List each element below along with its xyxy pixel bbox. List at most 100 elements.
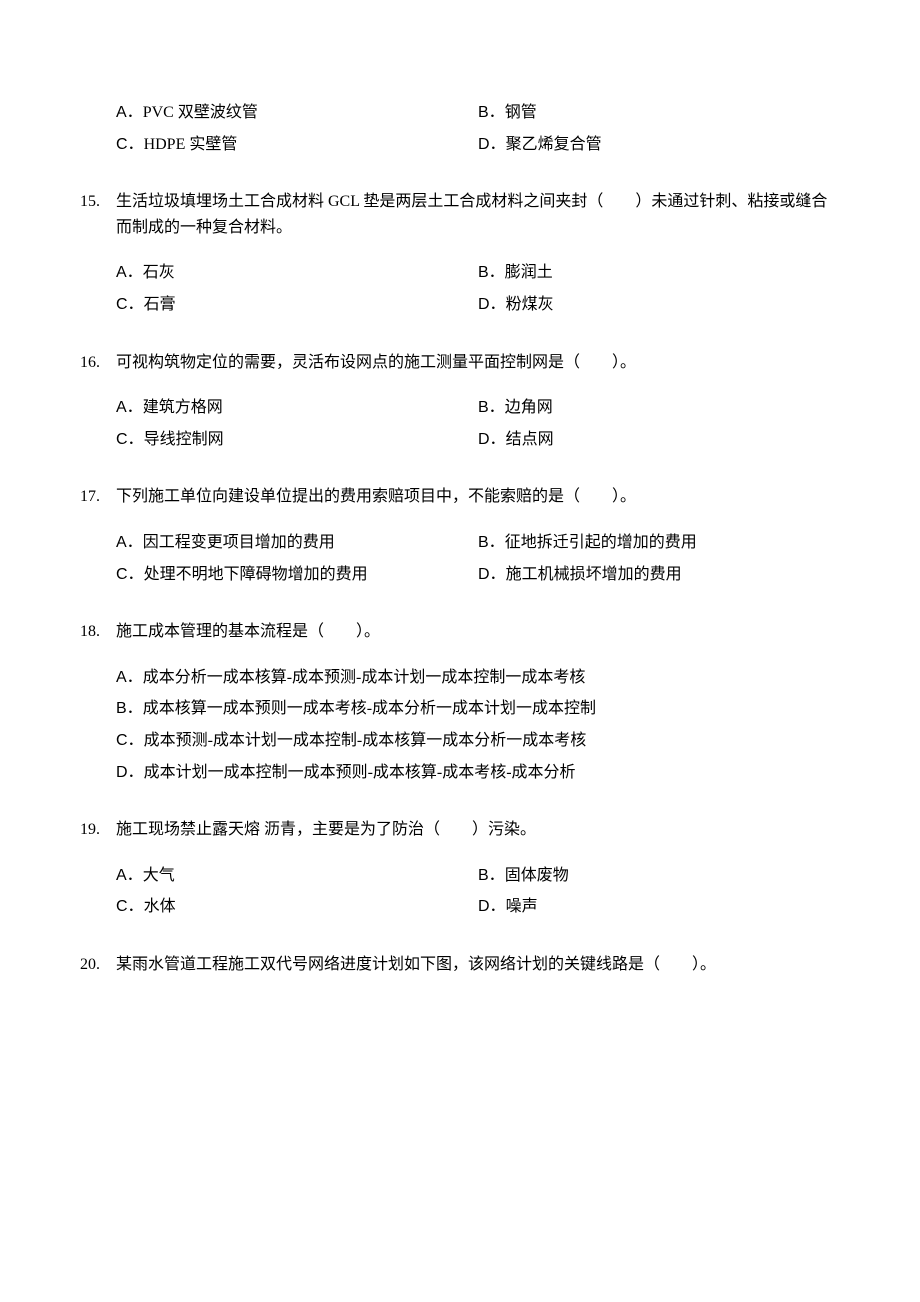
question: 16.可视构筑物定位的需要，灵活布设网点的施工测量平面控制网是（ ）。 A．建筑方…	[80, 350, 840, 453]
option-text: PVC 双壁波纹管	[143, 100, 478, 126]
options-row: A．PVC 双壁波纹管B．钢管	[116, 100, 840, 126]
option-text: 建筑方格网	[143, 395, 478, 421]
option-text: 大气	[143, 863, 478, 889]
question-stem: 18.施工成本管理的基本流程是（ ）。	[80, 619, 840, 645]
question-text: 下列施工单位向建设单位提出的费用索赔项目中，不能索赔的是（ ）。	[116, 484, 840, 510]
option-text: 水体	[144, 894, 478, 920]
option: D．结点网	[478, 427, 840, 453]
option-label: B．	[116, 696, 143, 722]
question-stem: 20.某雨水管道工程施工双代号网络进度计划如下图，该网络计划的关键线路是（ ）。	[80, 952, 840, 978]
option-text: 聚乙烯复合管	[506, 132, 840, 158]
options-row: C．导线控制网D．结点网	[116, 427, 840, 453]
options-row: C．成本预测-成本计划一成本控制-成本核算一成本分析一成本考核	[116, 728, 840, 754]
option-text: 粉煤灰	[506, 292, 840, 318]
option-label: C．	[116, 562, 144, 588]
option-text: 钢管	[505, 100, 840, 126]
question-text: 施工现场禁止露天熔 沥青，主要是为了防治（ ）污染。	[116, 817, 840, 843]
option: D．成本计划一成本控制一成本预则-成本核算-成本考核-成本分析	[116, 760, 840, 786]
options-row: C．石膏D．粉煤灰	[116, 292, 840, 318]
option: B．膨润土	[478, 260, 840, 286]
option-label: B．	[478, 260, 505, 286]
option-label: D．	[116, 760, 144, 786]
option-label: B．	[478, 395, 505, 421]
option-text: 结点网	[506, 427, 840, 453]
options-block: A．成本分析一成本核算-成本预测-成本计划一成本控制一成本考核 B．成本核算一成本…	[80, 665, 840, 785]
option-label: A．	[116, 100, 143, 126]
options-row: A．建筑方格网B．边角网	[116, 395, 840, 421]
question: 19.施工现场禁止露天熔 沥青，主要是为了防治（ ）污染。A．大气B．固体废物C…	[80, 817, 840, 920]
option-label: D．	[478, 427, 506, 453]
option: A．PVC 双壁波纹管	[116, 100, 478, 126]
option-label: D．	[478, 132, 506, 158]
option: A．大气	[116, 863, 478, 889]
question-stem: 19.施工现场禁止露天熔 沥青，主要是为了防治（ ）污染。	[80, 817, 840, 843]
question-stem: 16.可视构筑物定位的需要，灵活布设网点的施工测量平面控制网是（ ）。	[80, 350, 840, 376]
option-text: 边角网	[505, 395, 840, 421]
options-row: C．处理不明地下障碍物增加的费用D．施工机械损坏增加的费用	[116, 562, 840, 588]
option: D．粉煤灰	[478, 292, 840, 318]
option: C．导线控制网	[116, 427, 478, 453]
options-block: A．石灰B．膨润土C．石膏D．粉煤灰	[80, 260, 840, 317]
question-text: 施工成本管理的基本流程是（ ）。	[116, 619, 840, 645]
question-text: 生活垃圾填埋场土工合成材料 GCL 垫是两层土工合成材料之间夹封（ ）未通过针刺…	[116, 189, 840, 240]
question-stem: 15.生活垃圾填埋场土工合成材料 GCL 垫是两层土工合成材料之间夹封（ ）未通…	[80, 189, 840, 240]
option: B．成本核算一成本预则一成本考核-成本分析一成本计划一成本控制	[116, 696, 840, 722]
option-label: C．	[116, 132, 144, 158]
question-number: 16.	[80, 350, 116, 376]
option: D．聚乙烯复合管	[478, 132, 840, 158]
option: C．石膏	[116, 292, 478, 318]
option-text: 固体废物	[505, 863, 840, 889]
question: A．PVC 双壁波纹管B．钢管C．HDPE 实壁管D．聚乙烯复合管	[80, 100, 840, 157]
options-row: A．石灰B．膨润土	[116, 260, 840, 286]
option: B．钢管	[478, 100, 840, 126]
option: B．征地拆迁引起的增加的费用	[478, 530, 840, 556]
option: B．固体废物	[478, 863, 840, 889]
option-text: 成本计划一成本控制一成本预则-成本核算-成本考核-成本分析	[144, 760, 840, 786]
question-stem: 17.下列施工单位向建设单位提出的费用索赔项目中，不能索赔的是（ ）。	[80, 484, 840, 510]
option-label: B．	[478, 100, 505, 126]
question-number: 15.	[80, 189, 116, 215]
question-text: 可视构筑物定位的需要，灵活布设网点的施工测量平面控制网是（ ）。	[116, 350, 840, 376]
options-row: C．HDPE 实壁管D．聚乙烯复合管	[116, 132, 840, 158]
option-text: 膨润土	[505, 260, 840, 286]
options-block: A．建筑方格网B．边角网C．导线控制网D．结点网	[80, 395, 840, 452]
option: A．石灰	[116, 260, 478, 286]
option: D．噪声	[478, 894, 840, 920]
option: C．HDPE 实壁管	[116, 132, 478, 158]
options-row: A．因工程变更项目增加的费用B．征地拆迁引起的增加的费用	[116, 530, 840, 556]
option-text: 石灰	[143, 260, 478, 286]
question: 17.下列施工单位向建设单位提出的费用索赔项目中，不能索赔的是（ ）。 A．因工程…	[80, 484, 840, 587]
option-text: 导线控制网	[144, 427, 478, 453]
option-text: 噪声	[506, 894, 840, 920]
option-text: 征地拆迁引起的增加的费用	[505, 530, 840, 556]
option: C．水体	[116, 894, 478, 920]
question-number: 17.	[80, 484, 116, 510]
option: A．因工程变更项目增加的费用	[116, 530, 478, 556]
options-block: A．PVC 双壁波纹管B．钢管C．HDPE 实壁管D．聚乙烯复合管	[80, 100, 840, 157]
option: C．成本预测-成本计划一成本控制-成本核算一成本分析一成本考核	[116, 728, 840, 754]
option-label: D．	[478, 894, 506, 920]
option-label: A．	[116, 260, 143, 286]
options-row: B．成本核算一成本预则一成本考核-成本分析一成本计划一成本控制	[116, 696, 840, 722]
option-label: C．	[116, 427, 144, 453]
options-block: A．因工程变更项目增加的费用B．征地拆迁引起的增加的费用C．处理不明地下障碍物增…	[80, 530, 840, 587]
option: A．成本分析一成本核算-成本预测-成本计划一成本控制一成本考核	[116, 665, 840, 691]
question-number: 18.	[80, 619, 116, 645]
option-label: A．	[116, 863, 143, 889]
option-text: 成本预测-成本计划一成本控制-成本核算一成本分析一成本考核	[144, 728, 840, 754]
options-row: A．大气B．固体废物	[116, 863, 840, 889]
option-text: 处理不明地下障碍物增加的费用	[144, 562, 478, 588]
option-label: A．	[116, 395, 143, 421]
option-label: A．	[116, 665, 143, 691]
option: C．处理不明地下障碍物增加的费用	[116, 562, 478, 588]
option-label: C．	[116, 894, 144, 920]
option-label: D．	[478, 292, 506, 318]
question: 18.施工成本管理的基本流程是（ ）。 A．成本分析一成本核算-成本预测-成本计划…	[80, 619, 840, 785]
question-text: 某雨水管道工程施工双代号网络进度计划如下图，该网络计划的关键线路是（ ）。	[116, 952, 840, 978]
option: D．施工机械损坏增加的费用	[478, 562, 840, 588]
question: 15.生活垃圾填埋场土工合成材料 GCL 垫是两层土工合成材料之间夹封（ ）未通…	[80, 189, 840, 317]
option-text: 成本分析一成本核算-成本预测-成本计划一成本控制一成本考核	[143, 665, 840, 691]
option: B．边角网	[478, 395, 840, 421]
option-text: HDPE 实壁管	[144, 132, 478, 158]
option-label: B．	[478, 530, 505, 556]
